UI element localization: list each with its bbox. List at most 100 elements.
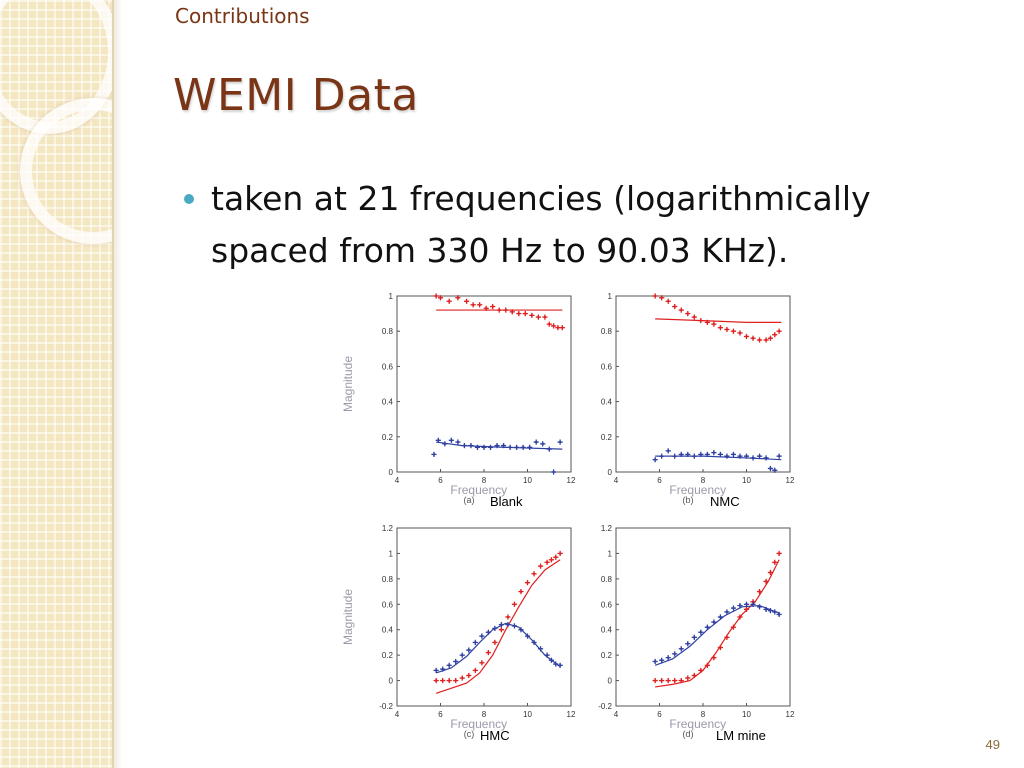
y-tick-label: 0 bbox=[389, 468, 394, 477]
data-point bbox=[442, 441, 448, 447]
data-point bbox=[717, 325, 723, 331]
data-point bbox=[704, 319, 710, 325]
data-point bbox=[743, 601, 750, 607]
data-point bbox=[652, 658, 658, 665]
data-point bbox=[659, 677, 665, 684]
panel-letter: (b) bbox=[683, 495, 694, 505]
data-point bbox=[743, 453, 750, 459]
data-point bbox=[535, 314, 541, 320]
data-point bbox=[730, 605, 737, 611]
data-point bbox=[492, 625, 498, 632]
x-tick-label: 6 bbox=[438, 476, 443, 485]
data-point bbox=[479, 660, 485, 666]
data-point bbox=[537, 563, 544, 569]
x-tick-label: 6 bbox=[657, 476, 662, 485]
data-point bbox=[756, 604, 763, 610]
data-point bbox=[772, 609, 778, 615]
data-point bbox=[750, 455, 756, 461]
data-point bbox=[767, 608, 774, 614]
data-point bbox=[557, 439, 563, 445]
chart-panel-1: 4 6 8 10 12 0 0.2 0.4 0.6 0.8 1 Frequency Magnitude (… bbox=[341, 292, 576, 509]
data-point bbox=[776, 328, 782, 334]
bullet-dot bbox=[184, 194, 194, 204]
decorative-sidebar bbox=[0, 0, 114, 768]
sidebar-shadow bbox=[112, 0, 122, 768]
data-point bbox=[551, 469, 557, 475]
data-point bbox=[553, 661, 559, 667]
data-point bbox=[537, 646, 544, 652]
data-point bbox=[711, 450, 717, 456]
y-tick-label: 0.8 bbox=[601, 575, 613, 584]
data-point bbox=[483, 305, 489, 311]
data-point bbox=[652, 293, 658, 299]
y-tick-label: 0.8 bbox=[382, 575, 394, 584]
data-point bbox=[659, 453, 665, 459]
data-point bbox=[750, 335, 756, 341]
x-tick-label: 4 bbox=[395, 476, 400, 485]
fit-line-red bbox=[655, 318, 782, 324]
data-point bbox=[468, 443, 474, 449]
data-point bbox=[540, 441, 546, 447]
x-axis-label: Frequency bbox=[669, 717, 726, 731]
data-point bbox=[507, 444, 513, 450]
data-point bbox=[531, 571, 537, 577]
data-point bbox=[437, 295, 444, 301]
data-point bbox=[492, 639, 498, 646]
data-point bbox=[548, 657, 555, 663]
data-point bbox=[724, 326, 730, 333]
x-tick-label: 10 bbox=[742, 476, 751, 485]
y-tick-label: 1 bbox=[608, 292, 613, 301]
data-point bbox=[672, 651, 678, 657]
data-point bbox=[717, 451, 723, 457]
y-tick-label: -0.2 bbox=[379, 702, 393, 711]
data-point bbox=[544, 559, 550, 565]
section-label: Contributions bbox=[175, 4, 310, 28]
y-axis-label: Magnitude bbox=[341, 589, 355, 645]
y-tick-label: 0.6 bbox=[382, 362, 394, 371]
data-point bbox=[772, 467, 778, 473]
data-point bbox=[455, 439, 461, 445]
data-point bbox=[542, 314, 548, 320]
y-tick-label: 0.2 bbox=[601, 433, 613, 442]
data-point bbox=[717, 614, 723, 620]
data-point bbox=[461, 443, 468, 449]
bullet-text: taken at 21 frequencies (logarithmically… bbox=[211, 179, 871, 270]
x-tick-label: 10 bbox=[523, 710, 532, 719]
y-tick-label: 1 bbox=[389, 549, 394, 558]
data-point bbox=[672, 677, 678, 684]
x-axis-label: Frequency bbox=[669, 483, 726, 497]
data-point bbox=[772, 559, 778, 565]
data-point bbox=[433, 677, 439, 684]
x-tick-label: 8 bbox=[701, 476, 706, 485]
data-point bbox=[448, 437, 454, 443]
data-point bbox=[743, 606, 750, 612]
data-point bbox=[498, 627, 504, 633]
data-point bbox=[500, 443, 507, 449]
data-point bbox=[678, 307, 684, 313]
data-point bbox=[548, 557, 555, 563]
data-point bbox=[479, 633, 485, 639]
data-point bbox=[466, 672, 472, 679]
data-point bbox=[763, 337, 769, 343]
data-point bbox=[678, 451, 684, 457]
data-point bbox=[481, 444, 487, 450]
data-point bbox=[511, 601, 518, 607]
slide-title: WEMI Data bbox=[173, 70, 419, 121]
x-tick-label: 4 bbox=[614, 476, 619, 485]
y-tick-label: 0.6 bbox=[601, 362, 613, 371]
data-point bbox=[678, 677, 684, 684]
x-tick-label: 8 bbox=[482, 476, 487, 485]
x-axis-label: Frequency bbox=[450, 483, 507, 497]
x-tick-label: 6 bbox=[657, 710, 662, 719]
data-point bbox=[453, 677, 459, 684]
data-point bbox=[652, 677, 658, 684]
data-point bbox=[453, 658, 459, 665]
panel-caption: Blank bbox=[490, 494, 523, 509]
data-point bbox=[763, 578, 769, 584]
data-point bbox=[756, 588, 763, 595]
data-point bbox=[730, 624, 737, 630]
wemi-figure: 4 6 8 10 1200.20.40.60.81FrequencyMagnitude(… bbox=[341, 292, 795, 743]
data-point bbox=[498, 622, 504, 628]
data-point bbox=[652, 457, 658, 463]
y-tick-label: 0 bbox=[389, 677, 394, 686]
